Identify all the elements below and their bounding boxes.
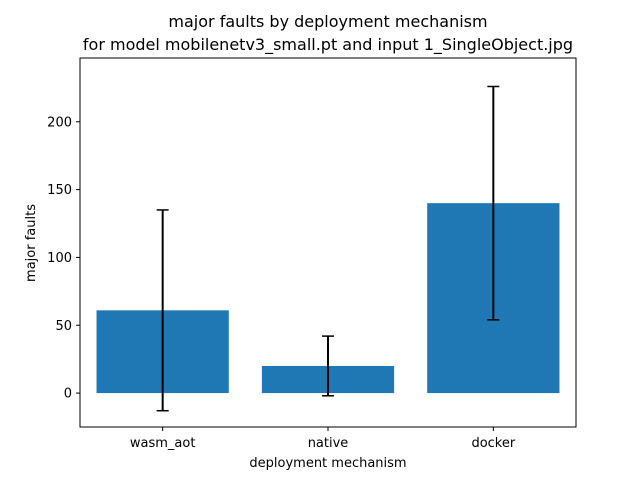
y-tick-label-150: 150 [47, 183, 72, 198]
chart-subtitle: for model mobilenetv3_small.pt and input… [83, 35, 573, 55]
y-axis-label: major faults [24, 204, 39, 282]
y-tick-label-100: 100 [47, 251, 72, 266]
chart-title: major faults by deployment mechanism [168, 12, 487, 31]
x-tick-label-docker: docker [471, 436, 515, 451]
y-tick-label-0: 0 [64, 387, 72, 402]
x-axis-label: deployment mechanism [249, 456, 406, 471]
x-tick-label-native: native [308, 436, 349, 451]
y-tick-label-50: 50 [55, 319, 72, 334]
x-tick-label-wasm_aot: wasm_aot [130, 436, 196, 451]
y-tick-label-200: 200 [47, 115, 72, 130]
plot-area: 0 50 100 150 200 wasm_aot native docker [47, 57, 577, 451]
